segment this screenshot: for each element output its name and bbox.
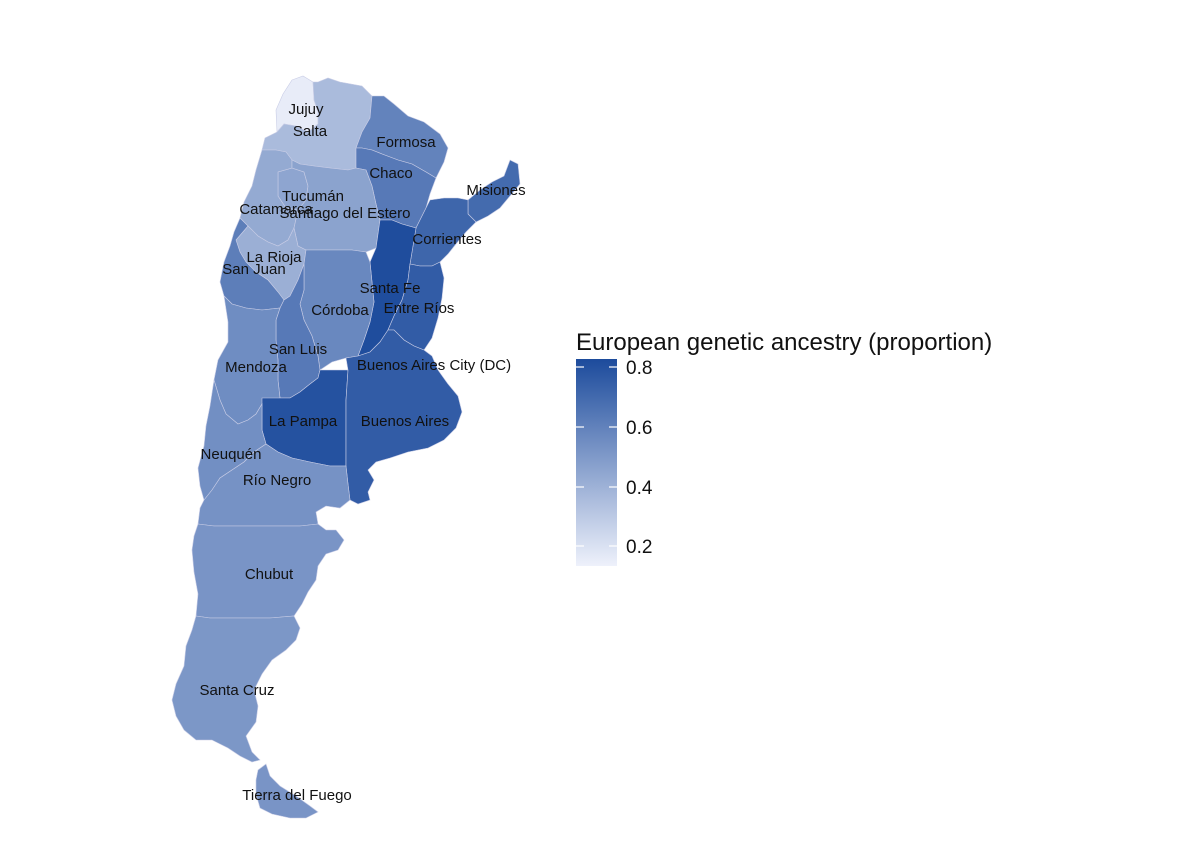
label-tierra-del-fuego: Tierra del Fuego — [242, 787, 352, 804]
label-misiones: Misiones — [466, 182, 525, 199]
label-entre-rios: Entre Ríos — [384, 300, 455, 317]
label-buenos-aires: Buenos Aires — [361, 413, 449, 430]
label-santa-fe: Santa Fe — [360, 280, 421, 297]
legend-ticks: 0.8 0.6 0.4 0.2 — [576, 358, 653, 558]
province-chubut[interactable] — [191, 523, 345, 619]
label-san-juan: San Juan — [222, 261, 285, 278]
legend-tick-label: 0.2 — [626, 537, 652, 558]
label-formosa: Formosa — [376, 134, 436, 151]
label-chaco: Chaco — [369, 165, 412, 182]
provinces-layer — [171, 75, 521, 819]
label-corrientes: Corrientes — [412, 231, 481, 248]
label-neuquen: Neuquén — [201, 446, 262, 463]
label-la-rioja: La Rioja — [246, 249, 302, 266]
province-buenos-aires[interactable] — [345, 329, 463, 505]
label-santa-cruz: Santa Cruz — [199, 682, 274, 699]
legend-colorbar — [576, 359, 617, 566]
legend-title: European genetic ancestry (proportion) — [576, 329, 992, 356]
label-santiago-del-estero: Santiago del Estero — [280, 205, 411, 222]
label-buenos-aires-city: Buenos Aires City (DC) — [357, 357, 511, 374]
label-cordoba: Córdoba — [311, 302, 369, 319]
legend: European genetic ancestry (proportion) 0… — [576, 329, 992, 566]
province-tierra-del-fuego[interactable] — [255, 763, 319, 819]
label-san-luis: San Luis — [269, 341, 327, 358]
label-mendoza: Mendoza — [225, 359, 287, 376]
legend-tick-label: 0.4 — [626, 478, 653, 499]
label-rio-negro: Río Negro — [243, 472, 311, 489]
province-labels: Jujuy Salta Formosa Chaco Misiones Tucum… — [199, 101, 525, 804]
label-tucuman: Tucumán — [282, 188, 344, 205]
province-santa-cruz[interactable] — [171, 615, 301, 763]
legend-tick-label: 0.8 — [626, 358, 652, 379]
label-la-pampa: La Pampa — [269, 413, 338, 430]
legend-tick-label: 0.6 — [626, 418, 652, 439]
label-catamarca: Catamarca — [239, 201, 313, 218]
label-chubut: Chubut — [245, 566, 294, 583]
label-jujuy: Jujuy — [288, 101, 324, 118]
label-salta: Salta — [293, 123, 328, 140]
